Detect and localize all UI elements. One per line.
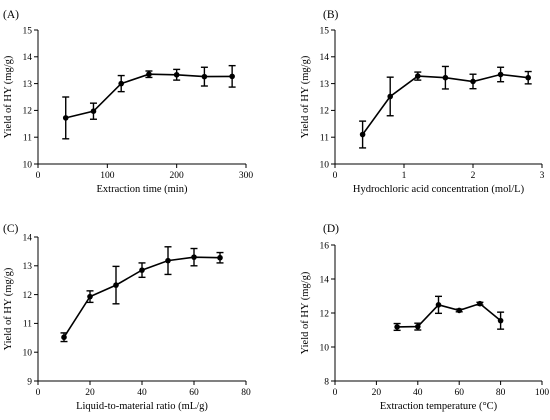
x-axis-title: Extraction time (min) [97,184,188,195]
y-tick-label: 14 [320,53,330,63]
y-tick-label: 13 [320,80,330,90]
y-tick-label: 14 [23,53,33,63]
data-point [229,73,235,80]
data-point [62,115,69,121]
y-tick-label: 13 [23,262,33,272]
data-point [146,71,152,78]
panel-label: (B) [323,9,339,21]
panel-label: (A) [3,9,19,21]
y-tick-label: 12 [23,107,33,117]
data-point [415,323,421,330]
y-tick-label: 12 [320,107,330,117]
data-point [525,74,531,81]
x-tick-label: 3 [540,171,545,181]
data-point [470,78,476,85]
y-tick-label: 10 [320,343,330,353]
data-point [387,93,394,100]
y-axis-title: Yield of HY (mg/g) [300,271,311,354]
x-tick-label: 200 [170,171,185,181]
x-tick-label: 40 [413,388,423,398]
data-point [442,74,449,81]
x-tick-label: 100 [100,171,115,181]
y-tick-label: 8 [324,377,329,387]
y-tick-label: 10 [320,160,330,170]
y-axis-title: Yield of HY (mg/g) [3,267,14,350]
data-point [90,108,97,115]
y-axis-title: Yield of HY (mg/g) [3,55,14,138]
data-point [87,293,93,300]
x-tick-label: 1 [402,171,407,181]
x-tick-label: 100 [535,388,550,398]
data-point [173,71,180,78]
series-line [397,302,502,328]
y-tick-label: 13 [23,80,33,90]
y-tick-label: 11 [23,134,32,144]
y-tick-label: 11 [23,320,32,330]
data-point [113,282,119,288]
x-axis-title: Extraction temperature (°C) [380,401,498,412]
y-tick-label: 14 [320,275,330,285]
data-point [497,71,504,78]
y-tick-label: 14 [23,233,33,243]
x-tick-label: 20 [372,388,382,398]
x-tick-label: 0 [333,388,338,398]
y-tick-label: 11 [320,134,329,144]
data-point [139,267,145,273]
data-point [217,254,223,261]
x-tick-label: 2 [471,171,476,181]
data-point [201,73,208,80]
x-tick-label: 60 [454,388,464,398]
y-tick-label: 10 [23,349,33,359]
data-point [415,73,421,79]
chart-panel: (D) 8 10 12 14 16 0 20 40 60 80 100 Extraction tempe… [300,223,549,412]
data-point [118,80,124,87]
data-point [497,317,504,324]
x-tick-label: 80 [496,388,506,398]
x-tick-label: 20 [85,388,95,398]
x-tick-label: 0 [333,171,338,181]
y-tick-label: 10 [23,160,33,170]
data-point [191,254,197,260]
x-tick-label: 40 [137,388,147,398]
data-point [435,302,442,308]
x-axis-title: Liquid-to-material ratio (mL/g) [76,401,208,412]
data-point [394,324,400,330]
x-tick-label: 80 [241,388,251,398]
y-axis-title: Yield of HY (mg/g) [300,55,311,138]
data-point [359,131,366,138]
panel-label: (D) [323,223,339,235]
y-tick-label: 15 [320,26,330,36]
chart-panel: (C) 9 10 11 12 13 14 0 20 40 60 80 Liquid-to-materia… [3,223,251,412]
x-axis-title: Hydrochloric acid concentration (mol/L) [353,184,525,195]
chart-panel: (A) 10 11 12 13 14 15 0 100 200 300 Extraction time… [3,9,253,195]
y-tick-label: 12 [320,309,330,319]
data-point [61,334,67,341]
x-tick-label: 60 [189,388,199,398]
x-tick-label: 0 [36,171,41,181]
data-point [456,307,463,314]
y-tick-label: 12 [23,291,33,301]
panel-label: (C) [3,223,19,235]
x-tick-label: 0 [36,388,41,398]
data-point [165,257,171,264]
y-tick-label: 15 [23,26,33,36]
y-tick-label: 9 [27,377,32,387]
data-point [477,300,483,307]
series-line [65,73,233,119]
x-tick-label: 300 [239,171,254,181]
y-tick-label: 16 [320,241,330,251]
